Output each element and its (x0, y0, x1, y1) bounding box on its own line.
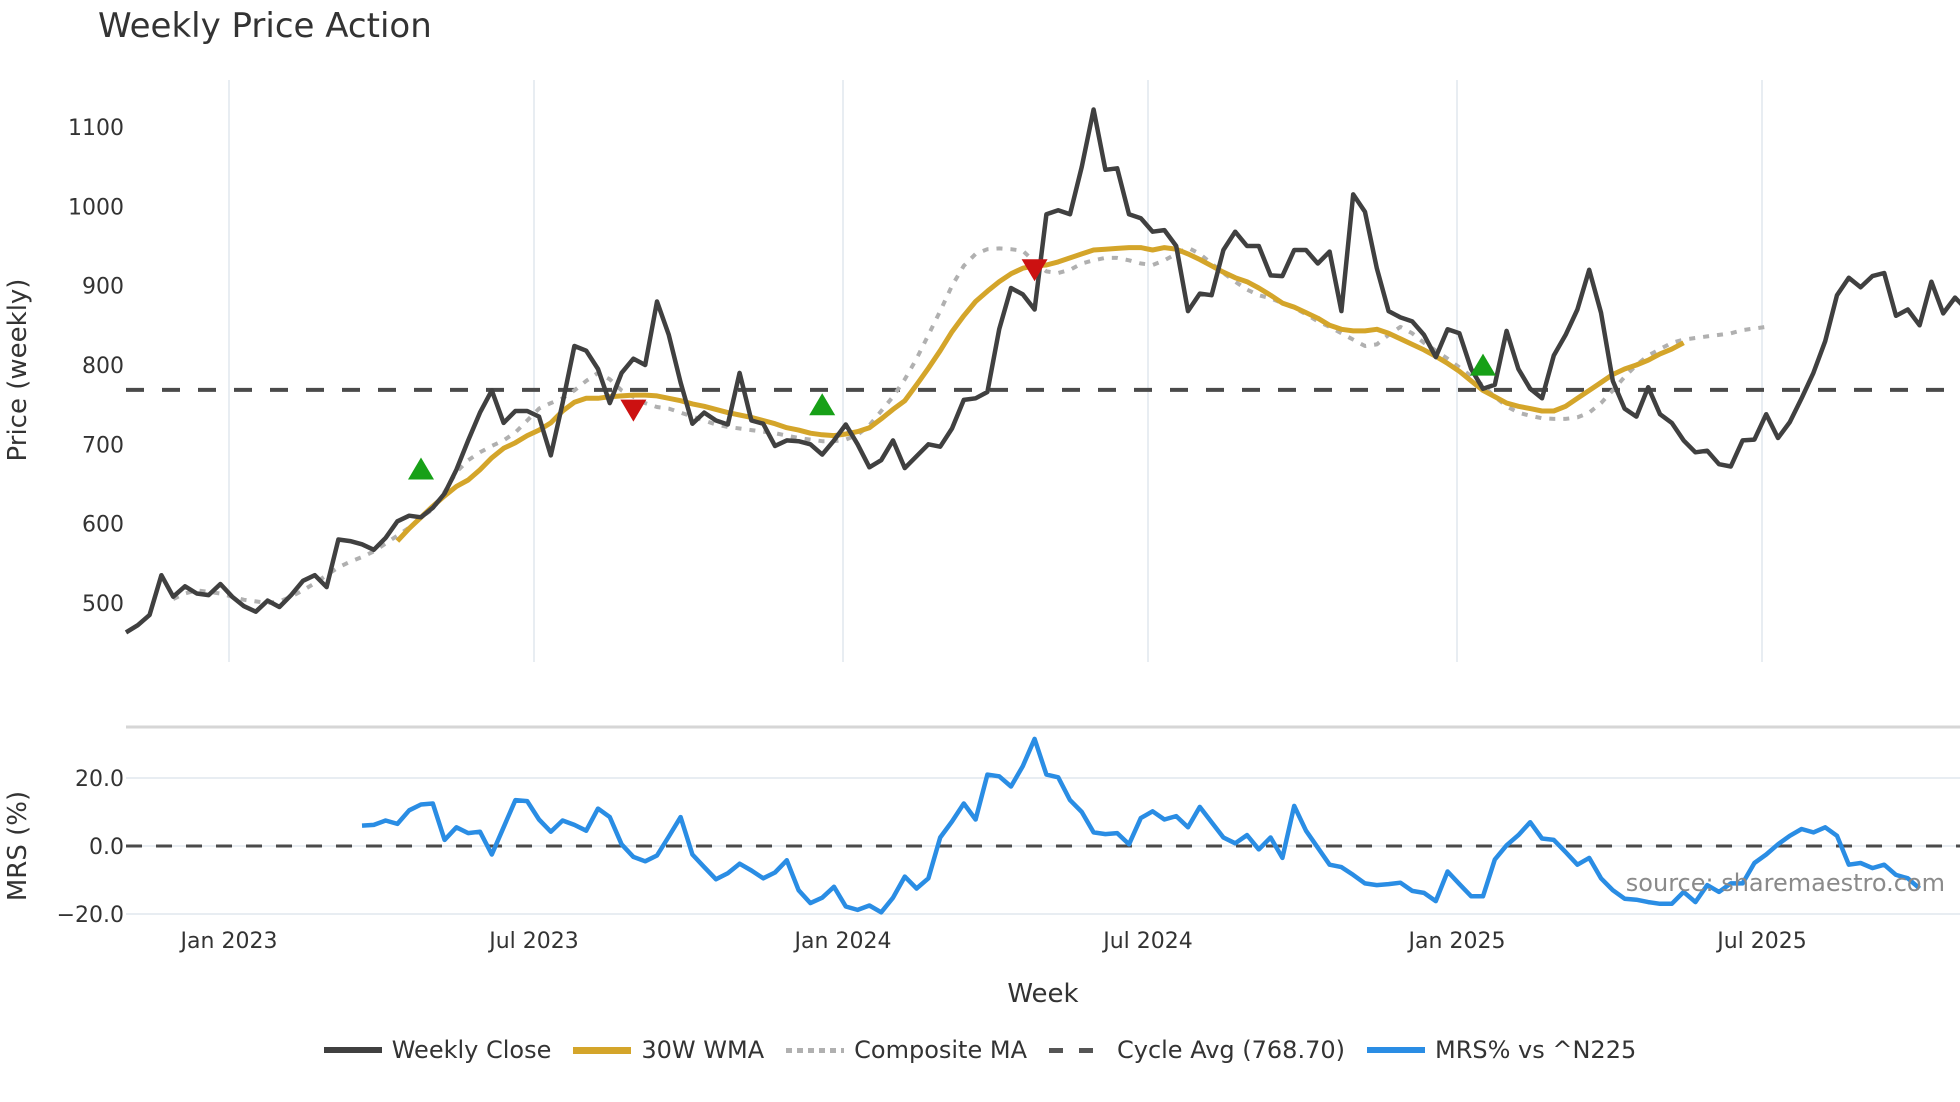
mrs-line (361, 736, 1922, 915)
composite-ma-swatch (786, 1047, 845, 1053)
legend-label: Cycle Avg (768.70) (1116, 1036, 1345, 1064)
weekly-close-line (124, 107, 1960, 635)
chart-canvas: Jan 2023 Jul 2023 Jan 2024 Jul 2024 Jan 2025… (3, 80, 1960, 1009)
sell-signal-icon (620, 399, 647, 422)
y-tick-label: 900 (82, 275, 124, 300)
composite-ma-line (172, 245, 1767, 605)
legend-label: 30W WMA (641, 1036, 765, 1064)
signal-markers (408, 259, 1496, 480)
legend-item-wma[interactable]: 30W WMA (573, 1036, 764, 1064)
mrs-tick-label: −20.0 (57, 903, 124, 928)
sell-signal-icon (1021, 259, 1048, 282)
buy-signal-icon (809, 393, 836, 416)
x-tick-label: Jul 2024 (1101, 929, 1193, 954)
legend-item-mrs[interactable]: MRS% vs ^N225 (1366, 1036, 1637, 1064)
weekly-close-swatch (323, 1047, 382, 1053)
mrs-axis-title: MRS (%) (3, 791, 33, 901)
chart-title: Weekly Price Action (98, 6, 432, 46)
x-tick-label: Jan 2023 (179, 929, 278, 954)
price-axis-title: Price (weekly) (3, 279, 33, 462)
legend-label: Weekly Close (391, 1036, 552, 1064)
wma-swatch (573, 1046, 632, 1054)
wma-30w-line (395, 245, 1685, 543)
y-tick-label: 700 (82, 433, 124, 458)
x-axis-ticks: Jan 2023 Jul 2023 Jan 2024 Jul 2024 Jan 2025… (179, 929, 1807, 954)
source-watermark: source: sharemaestro.com (1626, 869, 1945, 897)
grid-lines (126, 80, 1960, 915)
x-tick-label: Jan 2025 (1407, 929, 1506, 954)
mrs-swatch (1366, 1047, 1425, 1053)
legend-item-composite-ma[interactable]: Composite MA (786, 1036, 1027, 1064)
legend-item-cycle-avg[interactable]: Cycle Avg (768.70) (1048, 1036, 1345, 1064)
legend-item-weekly-close[interactable]: Weekly Close (323, 1036, 552, 1064)
legend: Weekly Close 30W WMA Composite MA Cycle … (0, 1036, 1960, 1064)
y-tick-label: 1000 (68, 195, 124, 220)
buy-signal-icon (1470, 353, 1496, 376)
y-tick-label: 800 (82, 354, 124, 379)
x-axis-title: Week (1007, 979, 1078, 1009)
mrs-axis-ticks: −20.0 0.0 20.0 (57, 767, 124, 928)
mrs-tick-label: 20.0 (75, 767, 124, 792)
y-tick-label: 1100 (68, 116, 124, 141)
buy-signal-icon (408, 457, 434, 480)
y-tick-label: 500 (82, 592, 124, 617)
x-tick-label: Jul 2025 (1715, 929, 1807, 954)
y-tick-label: 600 (82, 513, 124, 538)
legend-label: Composite MA (854, 1036, 1027, 1064)
mrs-tick-label: 0.0 (89, 835, 124, 860)
cycle-avg-swatch (1048, 1047, 1107, 1053)
legend-label: MRS% vs ^N225 (1434, 1036, 1637, 1064)
x-tick-label: Jul 2023 (487, 929, 579, 954)
x-tick-label: Jan 2024 (793, 929, 892, 954)
y-axis-ticks: 500 600 700 800 900 1000 1100 (68, 116, 124, 617)
